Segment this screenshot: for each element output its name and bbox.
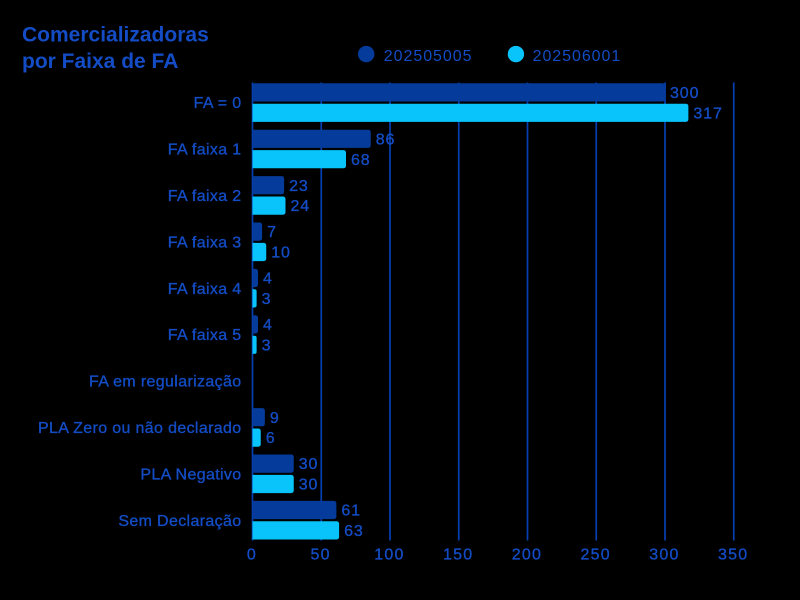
svg-text:FA = 0: FA = 0 — [194, 95, 242, 112]
svg-text:FA faixa 5: FA faixa 5 — [168, 327, 242, 344]
svg-text:6: 6 — [266, 430, 276, 447]
svg-text:4: 4 — [263, 317, 273, 334]
svg-text:86: 86 — [376, 131, 396, 148]
svg-text:7: 7 — [267, 224, 277, 241]
svg-text:202505005: 202505005 — [384, 48, 473, 65]
svg-text:0: 0 — [247, 547, 257, 564]
svg-text:4: 4 — [263, 271, 273, 288]
svg-text:202506001: 202506001 — [533, 48, 622, 65]
svg-text:PLA Zero ou não declarado: PLA Zero ou não declarado — [38, 420, 242, 437]
svg-text:por Faixa de FA: por Faixa de FA — [22, 50, 178, 73]
svg-text:68: 68 — [351, 152, 371, 169]
svg-text:FA em regularização: FA em regularização — [89, 374, 242, 391]
svg-text:3: 3 — [262, 291, 272, 308]
svg-text:30: 30 — [299, 477, 319, 494]
svg-text:Sem Declaração: Sem Declaração — [118, 513, 241, 530]
svg-text:10: 10 — [271, 245, 291, 262]
svg-text:3: 3 — [262, 337, 272, 354]
svg-text:PLA Negativo: PLA Negativo — [140, 466, 241, 483]
svg-text:50: 50 — [311, 547, 331, 564]
svg-text:FA faixa 3: FA faixa 3 — [168, 234, 242, 251]
svg-text:FA faixa 2: FA faixa 2 — [168, 188, 242, 205]
svg-text:300: 300 — [670, 85, 699, 102]
svg-text:24: 24 — [291, 198, 311, 215]
svg-text:317: 317 — [693, 105, 722, 122]
svg-text:Comercializadoras: Comercializadoras — [22, 24, 209, 47]
svg-text:200: 200 — [512, 547, 542, 564]
svg-text:61: 61 — [341, 503, 361, 520]
svg-text:250: 250 — [581, 547, 611, 564]
svg-text:FA faixa 4: FA faixa 4 — [168, 281, 242, 298]
svg-text:63: 63 — [344, 523, 364, 540]
svg-text:100: 100 — [374, 547, 404, 564]
svg-text:350: 350 — [718, 547, 748, 564]
svg-text:300: 300 — [649, 547, 679, 564]
svg-text:FA faixa 1: FA faixa 1 — [168, 142, 242, 159]
svg-text:150: 150 — [443, 547, 473, 564]
svg-text:30: 30 — [299, 456, 319, 473]
svg-text:9: 9 — [270, 410, 280, 427]
svg-text:23: 23 — [289, 178, 309, 195]
